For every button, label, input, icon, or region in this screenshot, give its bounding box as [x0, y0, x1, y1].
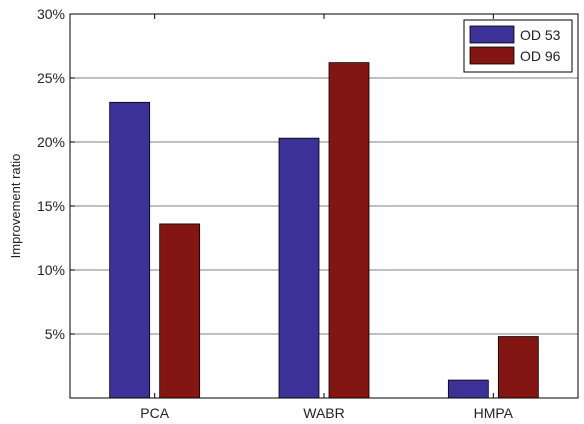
y-tick-label: 25% — [37, 70, 65, 86]
legend-label: OD 53 — [520, 27, 561, 43]
y-axis-ticks: 5% 10% 15% 20% 25% 30% — [37, 6, 75, 342]
y-axis-title: Improvement ratio — [8, 154, 23, 259]
bar-hmpa-od-53 — [447, 379, 489, 399]
x-tick-label: HMPA — [474, 405, 514, 421]
bar-pca-od-96 — [159, 223, 201, 399]
bar-hmpa-od-96 — [497, 336, 539, 399]
y-tick-label: 20% — [37, 134, 65, 150]
bar-wabr-od-96 — [328, 62, 370, 399]
x-axis-ticks: PCA WABR HMPA — [140, 14, 514, 421]
y-tick-label: 30% — [37, 6, 65, 22]
x-tick-label: PCA — [140, 405, 169, 421]
legend-label: OD 96 — [520, 48, 561, 64]
bar-wabr-od-53 — [278, 137, 320, 399]
legend-swatch — [469, 25, 515, 44]
x-tick-label: WABR — [303, 405, 344, 421]
legend-swatch — [469, 46, 515, 65]
y-tick-label: 15% — [37, 198, 65, 214]
bars — [109, 62, 539, 399]
legend: OD 53 OD 96 — [463, 19, 573, 73]
y-tick-label: 5% — [45, 326, 65, 342]
y-tick-label: 10% — [37, 262, 65, 278]
bar-pca-od-53 — [109, 101, 151, 399]
